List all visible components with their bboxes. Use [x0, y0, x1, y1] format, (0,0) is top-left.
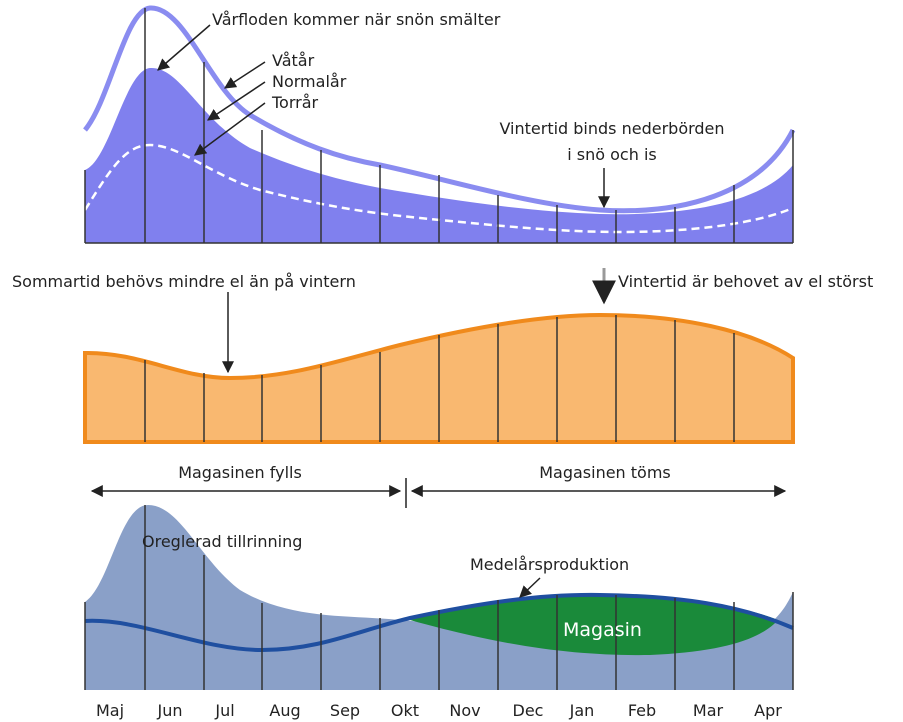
label: Magasin: [563, 619, 642, 641]
arrow: [194, 102, 266, 156]
month-label: Mar: [693, 701, 724, 720]
arrow: [223, 61, 266, 89]
month-label: Sep: [330, 701, 360, 720]
month-grid: [144, 315, 735, 442]
label: Sommartid behövs mindre el än på vintern: [12, 272, 356, 291]
month-label: Jan: [569, 701, 595, 720]
month-label: Jul: [214, 701, 234, 720]
wet-year-line: [83, 5, 796, 214]
arrow: [519, 577, 541, 598]
month-grid: [84, 505, 794, 690]
month-label: Dec: [513, 701, 544, 720]
month-label: Aug: [269, 701, 300, 720]
arrow: [157, 24, 211, 71]
label: Vårfloden kommer när snön smälter: [212, 10, 501, 29]
label: Vintertid binds nederbörden: [499, 119, 724, 138]
month-label: Jun: [157, 701, 183, 720]
demand-panel: Sommartid behövs mindre el än på vintern…: [12, 268, 873, 444]
reservoir-panel: Magasinen fylls Magasinen töms Oreglerad…: [84, 463, 794, 690]
label: Oreglerad tillrinning: [142, 532, 302, 551]
label: Vintertid är behovet av el störst: [618, 272, 873, 291]
label: Medelårsproduktion: [470, 555, 629, 574]
label: Torrår: [271, 93, 319, 112]
label: Normalår: [272, 72, 347, 91]
label: Magasinen fylls: [178, 463, 302, 482]
month-labels: Maj Jun Jul Aug Sep Okt Nov Dec Jan Feb Mar Apr: [96, 701, 782, 720]
label: Våtår: [272, 51, 315, 70]
arrow: [207, 81, 266, 121]
dry-year-line: [83, 143, 794, 234]
reservoir-area: [410, 594, 778, 656]
inflow-panel: Vårfloden kommer när snön smälter Våtår …: [83, 5, 796, 244]
month-label: Apr: [754, 701, 782, 720]
production-line: [84, 592, 794, 653]
month-label: Feb: [628, 701, 656, 720]
month-label: Maj: [96, 701, 124, 720]
month-grid: [84, 8, 794, 244]
label: Magasinen töms: [539, 463, 671, 482]
month-label: Nov: [449, 701, 480, 720]
label: i snö och is: [567, 145, 656, 164]
month-label: Okt: [391, 701, 419, 720]
